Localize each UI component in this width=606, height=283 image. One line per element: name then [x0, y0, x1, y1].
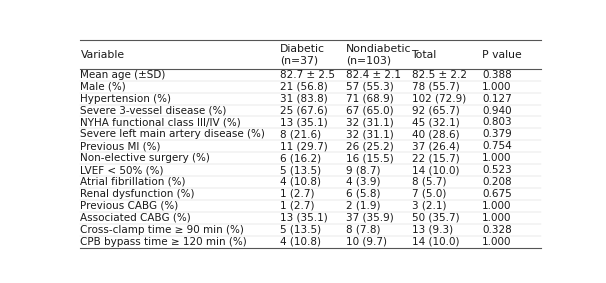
Text: Mean age (±SD): Mean age (±SD) [81, 70, 166, 80]
Text: Hypertension (%): Hypertension (%) [81, 94, 171, 104]
Text: 16 (15.5): 16 (15.5) [346, 153, 393, 163]
Text: 0.328: 0.328 [482, 225, 511, 235]
Text: 5 (13.5): 5 (13.5) [280, 165, 321, 175]
Text: 40 (28.6): 40 (28.6) [411, 129, 459, 139]
Text: 102 (72.9): 102 (72.9) [411, 94, 466, 104]
Text: 6 (5.8): 6 (5.8) [346, 189, 381, 199]
Text: 0.379: 0.379 [482, 129, 511, 139]
Text: 37 (26.4): 37 (26.4) [411, 141, 459, 151]
Text: 92 (65.7): 92 (65.7) [411, 106, 459, 115]
Text: LVEF < 50% (%): LVEF < 50% (%) [81, 165, 164, 175]
Text: 31 (83.8): 31 (83.8) [280, 94, 328, 104]
Text: 3 (2.1): 3 (2.1) [411, 201, 446, 211]
Text: 0.754: 0.754 [482, 141, 511, 151]
Text: 37 (35.9): 37 (35.9) [346, 213, 393, 223]
Text: 82.5 ± 2.2: 82.5 ± 2.2 [411, 70, 467, 80]
Text: Previous MI (%): Previous MI (%) [81, 141, 161, 151]
Text: 1.000: 1.000 [482, 237, 511, 246]
Text: 1 (2.7): 1 (2.7) [280, 189, 315, 199]
Text: Associated CABG (%): Associated CABG (%) [81, 213, 191, 223]
Text: 8 (21.6): 8 (21.6) [280, 129, 321, 139]
Text: 78 (55.7): 78 (55.7) [411, 82, 459, 92]
Text: Atrial fibrillation (%): Atrial fibrillation (%) [81, 177, 186, 187]
Text: 1.000: 1.000 [482, 213, 511, 223]
Text: 45 (32.1): 45 (32.1) [411, 117, 459, 127]
Text: 0.388: 0.388 [482, 70, 511, 80]
Text: 32 (31.1): 32 (31.1) [346, 129, 393, 139]
Text: 7 (5.0): 7 (5.0) [411, 189, 446, 199]
Text: Variable: Variable [81, 50, 125, 60]
Text: 13 (35.1): 13 (35.1) [280, 213, 328, 223]
Text: 1.000: 1.000 [482, 153, 511, 163]
Text: 13 (35.1): 13 (35.1) [280, 117, 328, 127]
Text: 32 (31.1): 32 (31.1) [346, 117, 393, 127]
Text: 9 (8.7): 9 (8.7) [346, 165, 381, 175]
Text: 8 (5.7): 8 (5.7) [411, 177, 446, 187]
Text: 10 (9.7): 10 (9.7) [346, 237, 387, 246]
Text: 6 (16.2): 6 (16.2) [280, 153, 321, 163]
Text: 0.803: 0.803 [482, 117, 511, 127]
Text: 71 (68.9): 71 (68.9) [346, 94, 393, 104]
Text: 4 (3.9): 4 (3.9) [346, 177, 381, 187]
Text: Cross-clamp time ≥ 90 min (%): Cross-clamp time ≥ 90 min (%) [81, 225, 244, 235]
Text: 0.127: 0.127 [482, 94, 511, 104]
Text: 0.208: 0.208 [482, 177, 511, 187]
Text: 26 (25.2): 26 (25.2) [346, 141, 393, 151]
Text: Severe 3-vessel disease (%): Severe 3-vessel disease (%) [81, 106, 227, 115]
Text: CPB bypass time ≥ 120 min (%): CPB bypass time ≥ 120 min (%) [81, 237, 247, 246]
Text: 1.000: 1.000 [482, 82, 511, 92]
Text: 0.675: 0.675 [482, 189, 511, 199]
Text: Diabetic
(n=37): Diabetic (n=37) [280, 44, 325, 65]
Text: 14 (10.0): 14 (10.0) [411, 165, 459, 175]
Text: Previous CABG (%): Previous CABG (%) [81, 201, 179, 211]
Text: 22 (15.7): 22 (15.7) [411, 153, 459, 163]
Text: 67 (65.0): 67 (65.0) [346, 106, 393, 115]
Text: 4 (10.8): 4 (10.8) [280, 237, 321, 246]
Text: Renal dysfunction (%): Renal dysfunction (%) [81, 189, 195, 199]
Text: 13 (9.3): 13 (9.3) [411, 225, 453, 235]
Text: 50 (35.7): 50 (35.7) [411, 213, 459, 223]
Text: Non-elective surgery (%): Non-elective surgery (%) [81, 153, 210, 163]
Text: 8 (7.8): 8 (7.8) [346, 225, 381, 235]
Text: 57 (55.3): 57 (55.3) [346, 82, 393, 92]
Text: 82.7 ± 2.5: 82.7 ± 2.5 [280, 70, 335, 80]
Text: 2 (1.9): 2 (1.9) [346, 201, 381, 211]
Text: 0.523: 0.523 [482, 165, 511, 175]
Text: 14 (10.0): 14 (10.0) [411, 237, 459, 246]
Text: Severe left main artery disease (%): Severe left main artery disease (%) [81, 129, 265, 139]
Text: 1.000: 1.000 [482, 201, 511, 211]
Text: 11 (29.7): 11 (29.7) [280, 141, 328, 151]
Text: Male (%): Male (%) [81, 82, 126, 92]
Text: 25 (67.6): 25 (67.6) [280, 106, 328, 115]
Text: 21 (56.8): 21 (56.8) [280, 82, 328, 92]
Text: 82.4 ± 2.1: 82.4 ± 2.1 [346, 70, 401, 80]
Text: 4 (10.8): 4 (10.8) [280, 177, 321, 187]
Text: NYHA functional class III/IV (%): NYHA functional class III/IV (%) [81, 117, 241, 127]
Text: Total: Total [411, 50, 437, 60]
Text: 1 (2.7): 1 (2.7) [280, 201, 315, 211]
Text: 0.940: 0.940 [482, 106, 511, 115]
Text: P value: P value [482, 50, 522, 60]
Text: Nondiabetic
(n=103): Nondiabetic (n=103) [346, 44, 411, 65]
Text: 5 (13.5): 5 (13.5) [280, 225, 321, 235]
